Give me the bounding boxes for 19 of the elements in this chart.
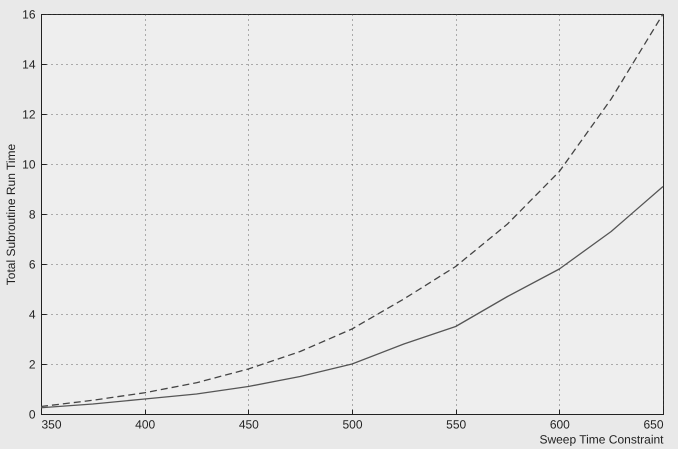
y-tick-label: 8 — [28, 208, 36, 222]
x-tick-label: 650 — [643, 418, 664, 432]
y-axis-title: Total Subroutine Run Time — [4, 143, 18, 286]
x-tick-label: 450 — [238, 418, 260, 432]
y-tick-label: 0 — [28, 408, 36, 422]
x-tick-label: 350 — [42, 418, 62, 432]
x-tick-label: 600 — [550, 418, 570, 432]
x-tick-label: 400 — [135, 418, 156, 432]
x-tick-label: 550 — [446, 418, 466, 432]
y-tick-label: 2 — [28, 358, 36, 372]
x-tick-label: 500 — [342, 418, 363, 432]
y-tick-label: 16 — [22, 8, 36, 22]
y-tick-label: 6 — [28, 258, 36, 272]
line-series — [40, 186, 664, 408]
y-tick-label: 12 — [22, 108, 36, 122]
x-axis-title: Sweep Time Constraint — [539, 432, 664, 446]
y-tick-label: 14 — [22, 58, 36, 72]
y-tick-label: 4 — [28, 308, 36, 322]
y-tick-label: 10 — [22, 158, 36, 172]
